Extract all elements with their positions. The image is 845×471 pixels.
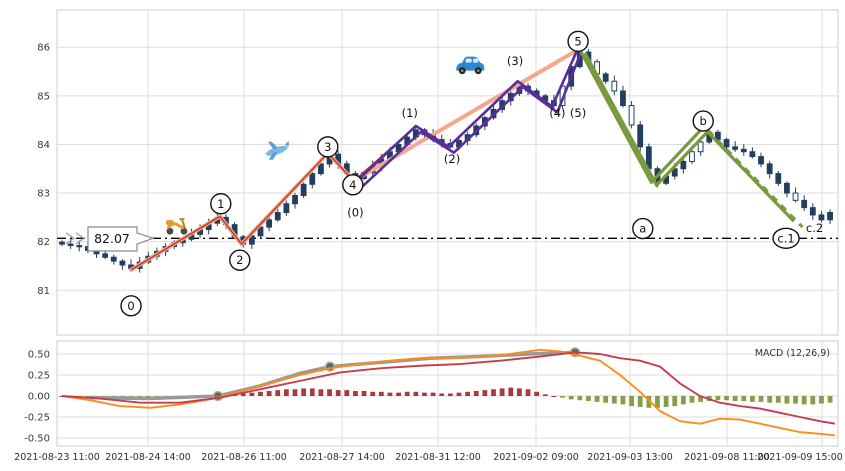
svg-text:2021-09-08 11:00: 2021-09-08 11:00 bbox=[684, 452, 770, 463]
svg-text:4: 4 bbox=[349, 178, 356, 192]
svg-text:(5): (5) bbox=[570, 106, 586, 120]
svg-text:0.50: 0.50 bbox=[28, 350, 50, 361]
axis-ticks: 86 85 84 83 82 81 0.50 0.25 0.00 -0.25 -0.50 2021-0… bbox=[14, 43, 843, 463]
svg-text:0.00: 0.00 bbox=[28, 392, 50, 403]
svg-text:81: 81 bbox=[37, 286, 50, 297]
car-icon bbox=[456, 56, 485, 75]
svg-text:2021-08-31 12:00: 2021-08-31 12:00 bbox=[395, 452, 481, 463]
svg-text:2: 2 bbox=[236, 253, 243, 267]
svg-text:82: 82 bbox=[37, 237, 50, 248]
svg-text:2021-09-03 13:00: 2021-09-03 13:00 bbox=[587, 452, 673, 463]
gridlines bbox=[56, 10, 838, 446]
price-callout-box bbox=[87, 226, 155, 252]
svg-text:-0.50: -0.50 bbox=[24, 434, 50, 445]
svg-text:c.2: c.2 bbox=[806, 221, 823, 235]
wave-overlays bbox=[129, 47, 804, 272]
svg-text:84: 84 bbox=[37, 140, 50, 151]
svg-text:2021-09-09 15:00: 2021-09-09 15:00 bbox=[757, 452, 843, 463]
panel-borders bbox=[56, 9, 839, 447]
callout-chevron-icon bbox=[65, 232, 76, 245]
svg-text:86: 86 bbox=[37, 43, 50, 54]
svg-text:1: 1 bbox=[217, 197, 224, 211]
svg-text:2021-08-23 11:00: 2021-08-23 11:00 bbox=[14, 452, 100, 463]
macd-panel bbox=[59, 347, 836, 437]
svg-text:2021-08-26 11:00: 2021-08-26 11:00 bbox=[201, 452, 287, 463]
scooter-icon bbox=[165, 218, 188, 235]
price-callout-value: 82.07 bbox=[94, 231, 130, 246]
svg-text:0.25: 0.25 bbox=[28, 371, 50, 382]
svg-text:3: 3 bbox=[324, 140, 331, 154]
svg-text:2021-08-27 14:00: 2021-08-27 14:00 bbox=[299, 452, 385, 463]
svg-text:83: 83 bbox=[37, 189, 50, 200]
svg-text:0: 0 bbox=[127, 299, 134, 313]
airplane-icon bbox=[265, 140, 289, 160]
svg-text:c.1: c.1 bbox=[777, 231, 794, 245]
svg-text:(0): (0) bbox=[347, 206, 363, 220]
svg-text:(1): (1) bbox=[402, 106, 418, 120]
svg-text:85: 85 bbox=[37, 91, 50, 102]
svg-text:(4): (4) bbox=[549, 106, 565, 120]
price-callout: 82.07 bbox=[65, 226, 155, 252]
svg-text:b: b bbox=[700, 114, 707, 128]
svg-text:-0.25: -0.25 bbox=[24, 413, 50, 424]
svg-text:(3): (3) bbox=[507, 54, 523, 68]
svg-text:a: a bbox=[639, 222, 646, 236]
wave-labels: 0 1 2 3 4 5 a b c.1 (0) (1) (2) (3) (4) (5) c.2 bbox=[120, 30, 823, 317]
svg-text:2021-09-02 09:00: 2021-09-02 09:00 bbox=[493, 452, 579, 463]
svg-text:5: 5 bbox=[574, 34, 581, 48]
macd-indicator-label: MACD (12,26,9) bbox=[755, 348, 830, 359]
svg-text:2021-08-24 14:00: 2021-08-24 14:00 bbox=[105, 452, 191, 463]
callout-chevron-icon bbox=[75, 232, 86, 245]
svg-text:(2): (2) bbox=[444, 152, 460, 166]
